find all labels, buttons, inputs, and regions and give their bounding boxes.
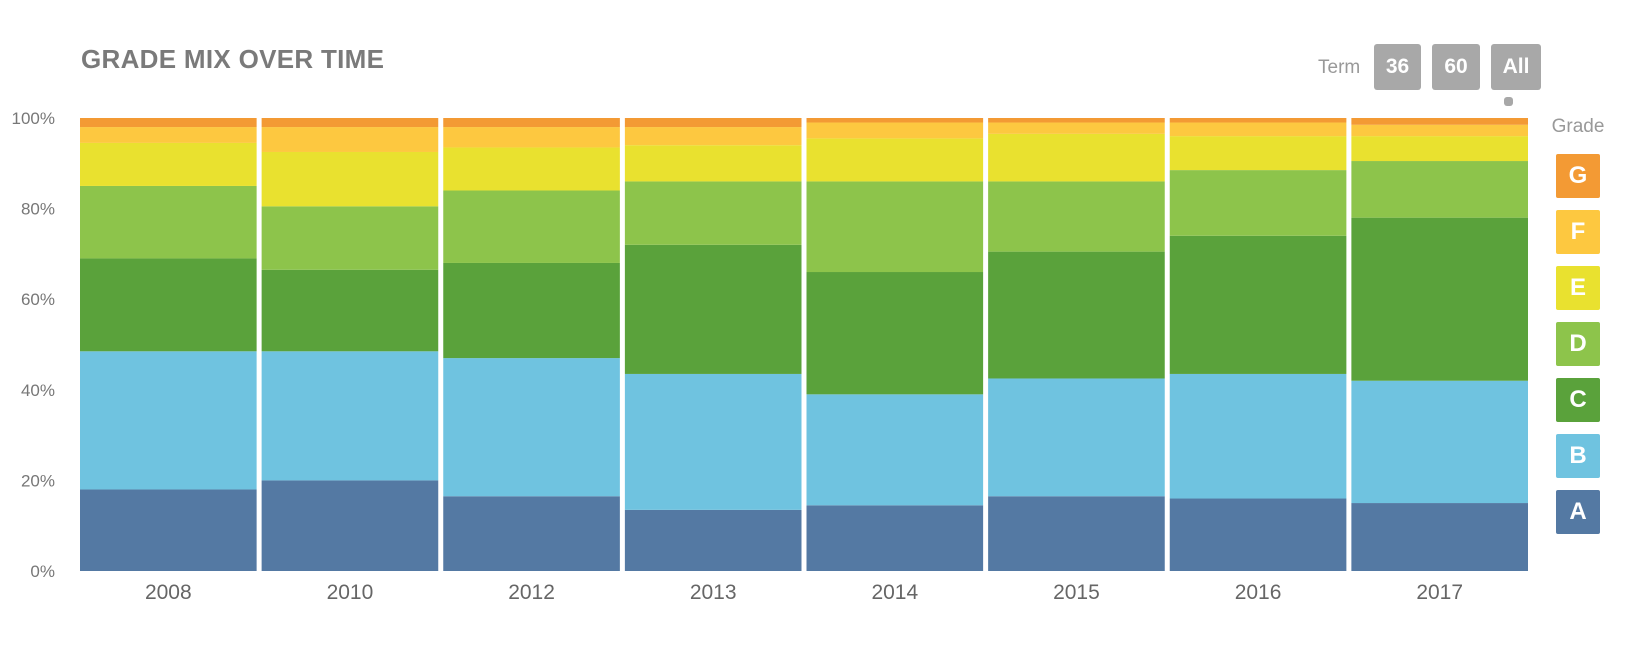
bars-group <box>80 118 1528 571</box>
bar-segment-2010-a[interactable] <box>261 480 439 571</box>
legend-item-b[interactable]: B <box>1556 434 1600 478</box>
bar-segment-2016-f[interactable] <box>1169 122 1347 137</box>
bar-segment-2012-f[interactable] <box>443 127 620 148</box>
bar-segment-2013-f[interactable] <box>624 127 802 146</box>
x-tick-label-2017: 2017 <box>1416 581 1463 604</box>
bar-segment-2013-g[interactable] <box>624 118 802 128</box>
bar-segment-2013-e[interactable] <box>624 145 802 182</box>
bar-segment-2014-b[interactable] <box>806 394 984 506</box>
bar-segment-2016-a[interactable] <box>1169 498 1347 571</box>
bar-segment-2010-g[interactable] <box>261 118 439 128</box>
bar-segment-2017-b[interactable] <box>1351 380 1528 504</box>
x-axis: 2008 2010 2012 2013 2014 2015 2016 2017 <box>145 581 1463 604</box>
grade-legend: Grade G F E D C B A <box>1548 116 1608 546</box>
selected-term-indicator <box>1504 97 1513 106</box>
bar-segment-2013-a[interactable] <box>624 509 802 571</box>
legend-item-e[interactable]: E <box>1556 266 1600 310</box>
bar-segment-2014-d[interactable] <box>806 181 984 273</box>
bar-segment-2017-f[interactable] <box>1351 124 1528 137</box>
bar-segment-2008-d[interactable] <box>80 185 257 259</box>
bar-segment-2014-e[interactable] <box>806 138 984 182</box>
legend-title: Grade <box>1551 116 1605 137</box>
y-tick-label-0pct: 0% <box>30 562 55 581</box>
legend-item-f[interactable]: F <box>1556 210 1600 254</box>
bar-segment-2017-g[interactable] <box>1351 118 1528 125</box>
bar-segment-2015-g[interactable] <box>988 118 1165 123</box>
x-tick-label-2012: 2012 <box>508 581 555 604</box>
bar-segment-2012-b[interactable] <box>443 358 620 497</box>
y-tick-label-40pct: 40% <box>21 381 55 400</box>
bar-segment-2014-c[interactable] <box>806 272 984 395</box>
bar-segment-2017-c[interactable] <box>1351 217 1528 381</box>
bar-segment-2010-e[interactable] <box>261 151 439 207</box>
bar-segment-2010-d[interactable] <box>261 206 439 270</box>
bar-segment-2008-g[interactable] <box>80 118 257 128</box>
bar-segment-2008-e[interactable] <box>80 142 257 186</box>
x-tick-label-2008: 2008 <box>145 581 192 604</box>
bar-segment-2012-c[interactable] <box>443 262 620 359</box>
term-36-button[interactable]: 36 <box>1374 44 1421 90</box>
legend-item-a[interactable]: A <box>1556 490 1600 534</box>
bar-segment-2017-a[interactable] <box>1351 503 1528 571</box>
bar-segment-2010-f[interactable] <box>261 127 439 152</box>
y-tick-label-60pct: 60% <box>21 290 55 309</box>
bar-segment-2015-b[interactable] <box>988 378 1165 497</box>
y-axis: 0% 20% 40% 60% 80% 100% <box>12 109 55 581</box>
bar-segment-2008-a[interactable] <box>80 489 257 571</box>
bar-segment-2015-a[interactable] <box>988 496 1165 571</box>
term-all-button[interactable]: All <box>1491 44 1541 90</box>
bar-segment-2010-b[interactable] <box>261 351 439 481</box>
x-tick-label-2016: 2016 <box>1235 581 1282 604</box>
bar-segment-2015-f[interactable] <box>988 122 1165 134</box>
bar-segment-2014-g[interactable] <box>806 118 984 123</box>
bar-segment-2016-b[interactable] <box>1169 373 1347 499</box>
bar-segment-2015-e[interactable] <box>988 133 1165 182</box>
bar-segment-2014-a[interactable] <box>806 505 984 571</box>
bar-segment-2012-g[interactable] <box>443 118 620 128</box>
y-tick-label-100pct: 100% <box>12 109 55 128</box>
bar-segment-2010-c[interactable] <box>261 269 439 352</box>
chart-title: GRADE MIX OVER TIME <box>81 44 385 74</box>
bar-segment-2016-e[interactable] <box>1169 136 1347 171</box>
legend-item-c[interactable]: C <box>1556 378 1600 422</box>
bar-segment-2013-b[interactable] <box>624 373 802 510</box>
term-label: Term <box>1318 57 1361 78</box>
x-tick-label-2015: 2015 <box>1053 581 1100 604</box>
legend-item-d[interactable]: D <box>1556 322 1600 366</box>
bar-segment-2016-g[interactable] <box>1169 118 1347 123</box>
bar-segment-2016-c[interactable] <box>1169 235 1347 374</box>
bar-segment-2017-e[interactable] <box>1351 136 1528 162</box>
legend-item-g[interactable]: G <box>1556 154 1600 198</box>
bar-segment-2012-d[interactable] <box>443 190 620 263</box>
y-tick-label-80pct: 80% <box>21 200 55 219</box>
bar-segment-2008-f[interactable] <box>80 127 257 143</box>
y-tick-label-20pct: 20% <box>21 471 55 490</box>
term-60-button[interactable]: 60 <box>1432 44 1480 90</box>
bar-segment-2013-d[interactable] <box>624 181 802 245</box>
x-tick-label-2010: 2010 <box>327 581 374 604</box>
x-tick-label-2014: 2014 <box>871 581 918 604</box>
bar-segment-2013-c[interactable] <box>624 244 802 374</box>
bar-segment-2016-d[interactable] <box>1169 170 1347 236</box>
bar-segment-2014-f[interactable] <box>806 122 984 139</box>
bar-segment-2015-c[interactable] <box>988 251 1165 379</box>
bar-segment-2012-e[interactable] <box>443 147 620 191</box>
bar-segment-2015-d[interactable] <box>988 181 1165 252</box>
x-tick-label-2013: 2013 <box>690 581 737 604</box>
bar-segment-2017-d[interactable] <box>1351 161 1528 218</box>
bar-segment-2012-a[interactable] <box>443 496 620 571</box>
bar-segment-2008-c[interactable] <box>80 258 257 352</box>
bar-segment-2008-b[interactable] <box>80 351 257 490</box>
